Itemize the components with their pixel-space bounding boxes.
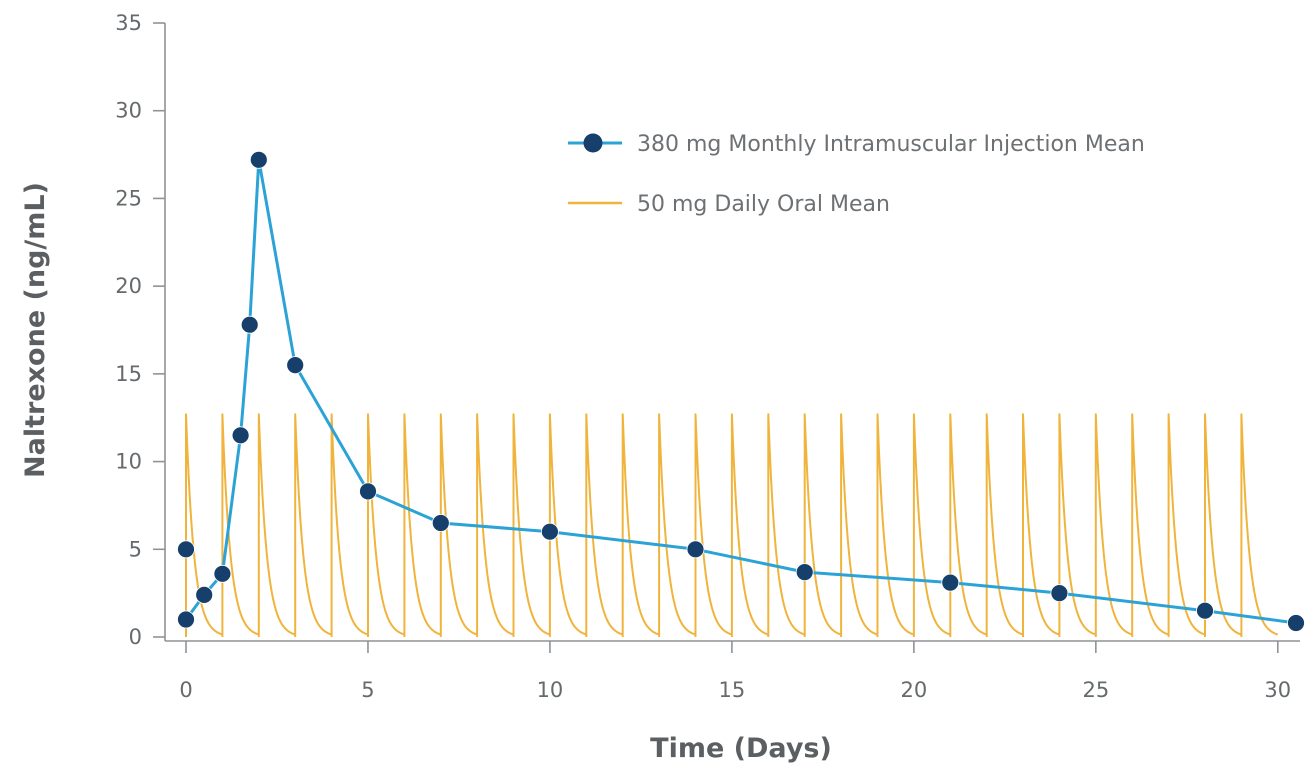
y-tick-label: 15 — [115, 362, 142, 386]
y-tick-label: 35 — [115, 11, 142, 35]
x-tick-label: 5 — [361, 678, 374, 702]
injection-data-point — [240, 315, 259, 334]
injection-data-point — [177, 540, 195, 559]
y-tick-label: 10 — [115, 450, 142, 474]
y-tick-label: 0 — [129, 625, 142, 649]
x-tick-label: 0 — [179, 678, 192, 702]
ticks: 0 5 10 15 20 25 30 35 0 5 10 15 20 25 30 — [115, 11, 1291, 702]
injection-data-point — [177, 610, 195, 629]
injection-data-point — [1287, 614, 1305, 632]
oral-series — [185, 413, 1279, 637]
legend-injection-label: 380 mg Monthly Intramuscular Injection M… — [637, 132, 1145, 157]
y-tick-label: 20 — [115, 274, 142, 298]
injection-data-point — [541, 522, 559, 541]
injection-data-point — [1196, 601, 1214, 620]
x-tick-label: 25 — [1082, 678, 1109, 702]
injection-data-point — [286, 356, 305, 375]
legend-injection-marker — [583, 133, 603, 153]
injection-data-point — [195, 586, 214, 604]
injection-data-point — [941, 573, 960, 592]
injection-data-point — [431, 514, 450, 532]
x-tick-label: 15 — [719, 678, 746, 702]
legend-oral-label: 50 mg Daily Oral Mean — [637, 192, 890, 217]
injection-series-line — [184, 158, 1297, 625]
y-tick-label: 5 — [129, 537, 142, 561]
oral-series-line — [185, 413, 1279, 637]
injection-data-point — [1050, 584, 1069, 602]
y-tick-label: 25 — [115, 186, 142, 210]
x-tick-label: 30 — [1264, 678, 1291, 702]
injection-data-point — [795, 563, 814, 581]
injection-data-point — [213, 564, 232, 583]
injection-series — [177, 150, 1305, 632]
y-tick-label: 30 — [115, 99, 142, 123]
x-tick-label: 10 — [537, 678, 564, 702]
x-axis-title: Time (Days) — [650, 733, 832, 764]
injection-data-point — [359, 482, 377, 501]
injection-data-point — [686, 540, 705, 559]
injection-data-point — [231, 426, 250, 445]
y-axis-title: Naltrexone (ng/mL) — [20, 182, 51, 478]
x-tick-label: 20 — [901, 678, 928, 702]
legend: 380 mg Monthly Intramuscular Injection M… — [568, 132, 1145, 217]
injection-data-point — [249, 150, 268, 169]
